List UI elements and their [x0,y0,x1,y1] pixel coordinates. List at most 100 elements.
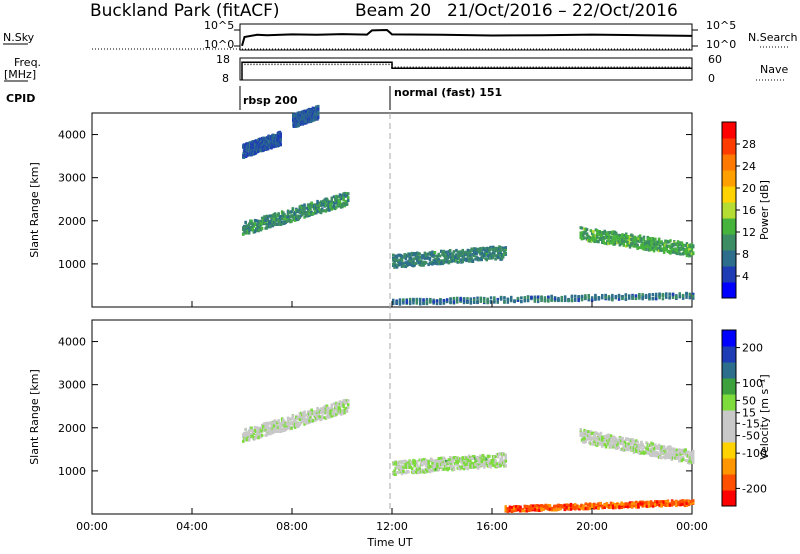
power-data-cell [443,255,447,259]
velocity-data-cell [445,462,448,466]
nsearch-label: N.Search [748,31,798,44]
power-data-cell [595,239,599,243]
power-data-cell [503,300,506,304]
velocity-data-cell [478,460,481,464]
power-data-cell [479,249,482,253]
velocity-data-cell [652,504,655,508]
power-data-cell [329,205,332,209]
power-data-cell [681,243,685,247]
velocity-data-cell [555,508,558,512]
velocity-data-cell [606,439,609,443]
velocity-data-cell [662,455,666,459]
velocity-data-cell [279,422,283,425]
power-data-cell [675,296,678,300]
power-data-cell [412,297,415,301]
velocity-data-cell [546,507,550,511]
power-data-cell [347,192,350,196]
velocity-data-cell [330,403,333,407]
velocity-data-cell [676,456,680,459]
power-data-cell [452,299,456,303]
power-data-cell [577,295,580,298]
power-data-cell [593,237,596,241]
velocity-data-cell [440,459,443,463]
power-data-cell [408,254,411,258]
velocity-data-cell [585,434,589,438]
power-data-cell [649,237,652,241]
velocity-data-cell [679,499,682,503]
velocity-data-cell [399,465,403,468]
power-data-cell [589,236,593,240]
velocity-data-cell [592,431,595,435]
velocity-data-cell [329,412,332,416]
velocity-data-cell [499,457,502,461]
velocity-data-cell [485,457,488,461]
power-data-cell [650,240,653,244]
velocity-data-cell [611,445,614,449]
velocity-data-cell [510,505,514,509]
power-data-cell [398,263,401,267]
velocity-data-cell [660,456,663,460]
velocity-data-cell [394,472,397,476]
power-data-cell [645,241,648,245]
velocity-data-cell [260,433,264,437]
velocity-data-cell [442,467,446,471]
velocity-data-cell [448,456,452,459]
freq-unit-label: [MHz] [4,68,36,81]
power-data-cell [317,110,320,114]
power-data-cell [415,298,419,302]
velocity-data-cell [670,501,674,505]
velocity-data-cell [641,502,644,506]
velocity-data-cell [599,502,602,506]
power-data-cell [580,294,584,298]
velocity-data-cell [431,461,434,465]
power-data-cell [394,256,397,260]
velocity-data-cell [627,442,630,446]
beam-label: Beam 20 [355,1,431,21]
power-data-cell [412,257,415,261]
velocity-data-cell [611,506,615,510]
velocity-data-cell [409,460,413,464]
velocity-data-cell [481,463,485,467]
power-data-cell [664,241,667,245]
velocity-data-cell [500,461,504,465]
freq-series-line [241,61,692,80]
power-data-cell [489,256,492,260]
velocity-data-cell [271,422,274,425]
power-data-cell [500,252,504,256]
velocity-data-cell [571,504,575,507]
power-data-cell [403,255,406,259]
velocity-data-cell [508,509,512,513]
power-data-cell [671,247,675,251]
velocity-data-cell [601,444,604,448]
power-data-cell [413,257,416,261]
velocity-data-cell [479,464,482,468]
power-panel-frame [91,112,693,308]
power-data-cell [270,218,273,222]
velocity-data-cell [625,437,628,441]
power-data-cell [570,298,574,302]
velocity-data-cell [635,505,638,509]
power-data-cell [432,255,435,259]
y-tick-label: 2000 [58,422,86,435]
velocity-data-cell [426,469,429,473]
power-data-cell [625,236,628,240]
velocity-data-cell [256,426,259,430]
power-data-cell [489,245,492,249]
power-data-cell [580,226,584,230]
velocity-data-cell [474,465,477,469]
velocity-data-cell [341,412,344,416]
velocity-data-cell [657,446,661,449]
power-data-cell [516,298,520,302]
velocity-data-cell [431,458,434,462]
power-data-cell [493,296,496,300]
power-data-cell [467,253,471,257]
velocity-data-cell [431,469,434,473]
power-data-cell [633,235,637,239]
velocity-data-cell [684,458,687,462]
velocity-data-cell [338,407,342,411]
power-data-cell [599,234,603,237]
power-data-cell [461,248,464,252]
velocity-data-cell [436,465,439,469]
velocity-data-cell [578,505,581,509]
velocity-data-cell [664,500,668,503]
